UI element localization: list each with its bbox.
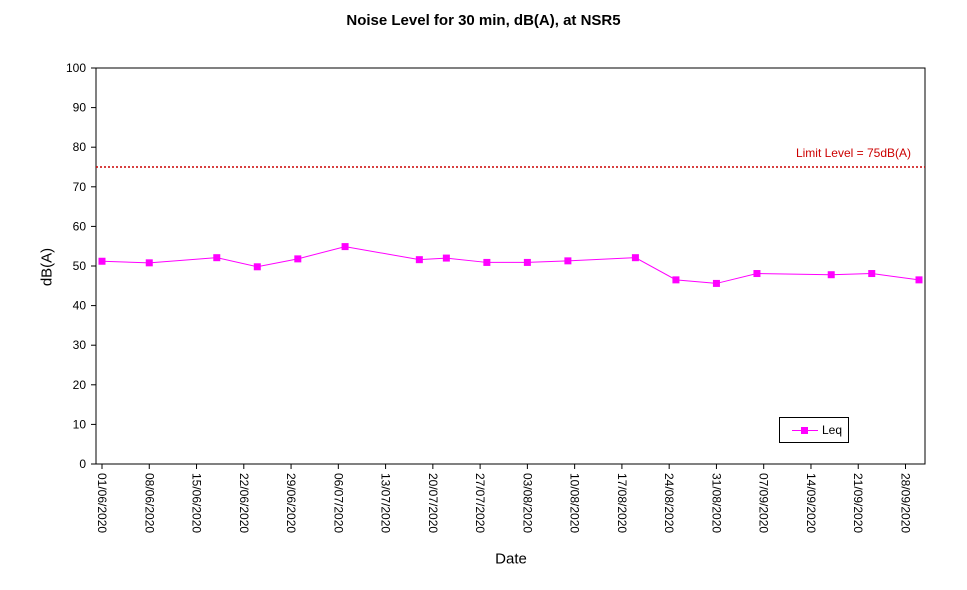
leq-data-point — [868, 270, 876, 278]
y-axis: 0 10 20 30 40 50 60 70 80 90 100 — [66, 61, 96, 471]
x-tick-label: 27/07/2020 — [473, 473, 487, 533]
x-axis: 01/06/2020 08/06/2020 15/06/2020 22/06/2020… — [95, 464, 912, 533]
leq-data-point — [523, 258, 531, 266]
leq-data-point — [672, 276, 680, 284]
x-tick-label: 06/07/2020 — [331, 473, 345, 533]
leq-series-line — [101, 246, 920, 284]
leq-data-point — [631, 254, 639, 262]
leq-data-point — [213, 254, 221, 262]
legend-leq-label: Leq — [822, 423, 843, 437]
leq-data-point — [145, 259, 153, 267]
y-tick-label: 20 — [73, 378, 87, 392]
y-tick-label: 90 — [73, 101, 87, 115]
leq-series-points — [98, 243, 923, 287]
x-tick-label: 03/08/2020 — [520, 473, 534, 533]
y-tick-label: 40 — [73, 299, 87, 313]
y-axis-label: dB(A) — [38, 247, 56, 287]
leq-data-point — [98, 257, 106, 265]
y-tick-label: 50 — [73, 259, 87, 273]
x-tick-label: 28/09/2020 — [898, 473, 912, 533]
limit-level-label: Limit Level = 75dB(A) — [795, 146, 911, 160]
x-tick-label: 10/08/2020 — [568, 473, 582, 533]
leq-data-point — [827, 271, 835, 279]
x-tick-label: 20/07/2020 — [426, 473, 440, 533]
y-tick-label: 0 — [79, 457, 86, 471]
y-tick-label: 100 — [66, 61, 86, 75]
y-tick-label: 10 — [73, 417, 87, 431]
leq-data-point — [294, 255, 302, 263]
leq-data-point — [915, 276, 923, 284]
x-axis-label: Date — [495, 550, 527, 568]
x-tick-label: 14/09/2020 — [804, 473, 818, 533]
leq-data-point — [753, 270, 761, 278]
x-tick-label: 15/06/2020 — [190, 473, 204, 533]
leq-data-point — [564, 257, 572, 265]
chart-title: Noise Level for 30 min, dB(A), at NSR5 — [346, 12, 621, 29]
x-tick-label: 24/08/2020 — [662, 473, 676, 533]
legend: Leq — [779, 417, 849, 443]
leq-data-point — [253, 263, 261, 271]
x-tick-label: 21/09/2020 — [851, 473, 865, 533]
x-tick-label: 29/06/2020 — [284, 473, 298, 533]
leq-data-point — [483, 258, 491, 266]
legend-leq-marker — [801, 427, 808, 434]
leq-data-point — [442, 254, 450, 262]
x-tick-label: 01/06/2020 — [95, 473, 109, 533]
leq-data-point — [341, 243, 349, 251]
x-tick-label: 07/09/2020 — [757, 473, 771, 533]
leq-data-point — [415, 256, 423, 264]
x-tick-label: 08/06/2020 — [142, 473, 156, 533]
y-tick-label: 30 — [73, 338, 87, 352]
plot-frame — [95, 67, 926, 465]
leq-data-point — [712, 279, 720, 287]
x-tick-label: 13/07/2020 — [379, 473, 393, 533]
y-tick-label: 80 — [73, 140, 87, 154]
x-tick-label: 17/08/2020 — [615, 473, 629, 533]
y-tick-label: 60 — [73, 219, 87, 233]
x-tick-label: 31/08/2020 — [709, 473, 723, 533]
x-tick-label: 22/06/2020 — [237, 473, 251, 533]
y-tick-label: 70 — [73, 180, 87, 194]
